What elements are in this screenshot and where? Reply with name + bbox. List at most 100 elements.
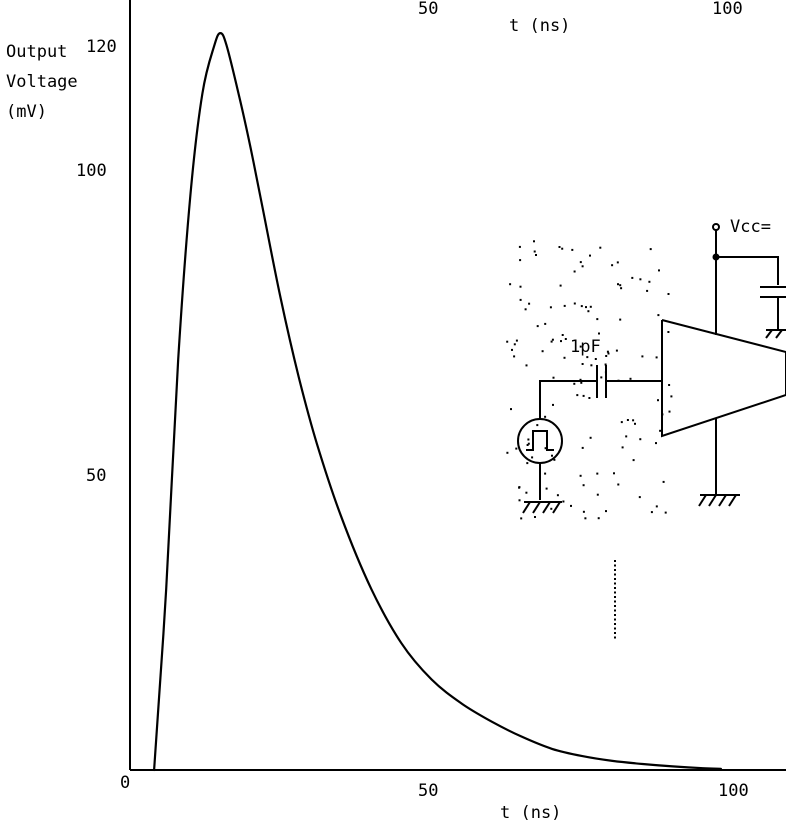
scan-speck <box>596 493 599 496</box>
scan-speck <box>582 510 585 513</box>
scan-speck <box>668 384 671 386</box>
pulse-source-icon <box>517 418 563 464</box>
scan-speck <box>659 429 662 432</box>
capacitor-label: 1pF <box>570 337 601 357</box>
top-x-tick-label: 50 <box>418 0 438 19</box>
scan-speck <box>588 397 591 399</box>
scan-speck <box>664 511 667 514</box>
scan-speck <box>561 247 564 250</box>
scan-speck <box>616 261 619 264</box>
scan-speck <box>563 304 566 307</box>
amplifier-icon <box>661 319 786 438</box>
scan-speck <box>533 250 536 253</box>
scan-speck <box>513 355 516 358</box>
x-axis-label: t (ns) <box>500 803 561 823</box>
scan-speck <box>544 472 547 475</box>
scan-speck <box>620 421 623 424</box>
scan-speck <box>576 394 579 397</box>
scan-speck <box>634 422 636 425</box>
scan-speck <box>648 280 651 283</box>
scan-speck <box>614 614 616 616</box>
scan-speck <box>573 302 576 305</box>
scan-speck <box>559 284 562 287</box>
y-tick-label: 0 <box>120 773 130 793</box>
output-voltage-series-line <box>153 32 722 772</box>
scan-speck <box>614 587 616 589</box>
scan-speck <box>661 413 664 416</box>
scan-speck <box>533 240 535 243</box>
scan-speck <box>582 484 585 487</box>
scan-speck <box>528 302 531 305</box>
scan-speck <box>604 371 607 374</box>
scan-speck <box>599 246 602 249</box>
scan-speck <box>558 246 561 248</box>
scan-speck <box>596 318 599 321</box>
scan-speck <box>611 264 614 267</box>
y-axis-label-line: Voltage <box>6 72 78 92</box>
scan-speck <box>571 248 574 251</box>
scan-speck <box>545 487 548 490</box>
scan-speck <box>657 399 659 402</box>
scan-speck <box>614 591 616 594</box>
scan-speck <box>536 424 539 427</box>
scan-speck <box>605 355 608 357</box>
scan-speck <box>655 356 658 359</box>
scan-speck <box>639 438 642 441</box>
pulse-waveform-icon <box>526 430 554 451</box>
y-axis-label-line: Output <box>6 42 67 62</box>
scan-speck <box>550 340 553 343</box>
scan-speck <box>584 517 587 520</box>
scan-speck <box>518 486 521 489</box>
scan-speck <box>650 511 653 514</box>
ground-symbol-icon <box>522 501 562 514</box>
scan-speck <box>506 340 509 343</box>
scan-speck <box>614 573 616 576</box>
scan-speck <box>519 298 522 301</box>
scan-speck <box>560 340 562 343</box>
scan-speck <box>619 318 622 321</box>
scan-speck <box>573 382 576 385</box>
scan-speck <box>579 474 582 477</box>
scan-speck <box>613 472 615 475</box>
scan-speck <box>525 491 528 494</box>
scan-speck <box>580 381 583 384</box>
scan-speck <box>562 500 565 503</box>
scan-speck <box>620 287 623 290</box>
scan-speck <box>561 334 564 336</box>
scan-speck <box>617 379 620 382</box>
scan-speck <box>614 582 616 585</box>
y-tick-label: 100 <box>76 161 107 181</box>
supply-terminal-icon <box>712 223 720 231</box>
scan-speck <box>614 609 616 612</box>
y-tick-label: 120 <box>86 37 117 57</box>
scan-speck <box>556 494 559 497</box>
scan-speck <box>570 504 572 507</box>
ground-symbol-icon <box>698 494 740 507</box>
scan-speck <box>607 352 610 355</box>
scan-speck <box>614 564 616 567</box>
scan-speck <box>581 363 584 365</box>
scan-speck <box>544 322 547 325</box>
scan-speck <box>632 459 635 462</box>
scan-speck <box>670 395 673 398</box>
scan-speck <box>518 499 521 502</box>
scan-speck <box>582 394 585 397</box>
y-tick-label: 50 <box>86 466 106 486</box>
scan-speck <box>639 278 642 281</box>
scan-speck <box>614 600 616 603</box>
supply-voltage-label: Vcc= <box>730 217 771 237</box>
scan-speck <box>534 516 536 518</box>
scan-speck <box>600 376 603 379</box>
scan-speck <box>564 338 567 340</box>
scan-speck <box>658 269 660 272</box>
scan-speck <box>527 442 530 445</box>
scan-speck <box>535 254 537 256</box>
scan-speck <box>597 517 600 520</box>
scan-speck <box>614 627 616 630</box>
scan-speck <box>515 447 518 450</box>
y-axis-label-line: (mV) <box>6 102 47 122</box>
scan-speck <box>617 283 619 286</box>
scan-speck <box>646 289 649 292</box>
scan-speck <box>614 618 616 621</box>
